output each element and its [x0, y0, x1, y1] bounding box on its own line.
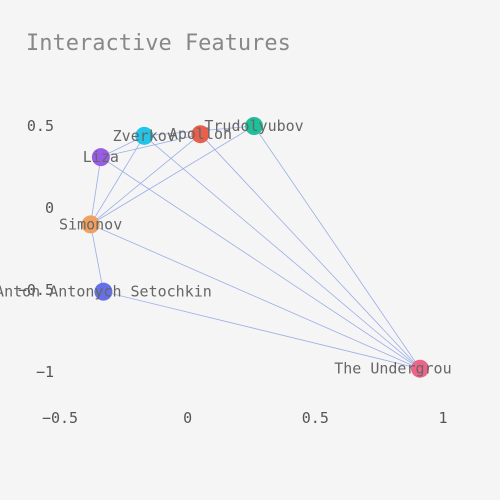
node-apollon[interactable] — [191, 125, 210, 144]
x-tick-label: 1 — [438, 409, 447, 427]
edge-apollon-the-underground-man — [200, 133, 421, 369]
y-tick-label: −1 — [36, 363, 54, 381]
edge-simonov-anton-antonych-setochkin — [90, 224, 104, 292]
x-tick-label: 0.5 — [302, 409, 329, 427]
y-tick-label: −0.5 — [18, 281, 54, 299]
edge-apollon-liza — [100, 133, 201, 158]
node-label-anton-antonych-setochkin: Anton Antonych Setochkin — [0, 283, 212, 301]
edge-liza-the-underground-man — [100, 156, 421, 370]
y-tick-label: 0.5 — [27, 117, 54, 135]
node-label-zverkov: Zverkov — [113, 127, 176, 145]
x-axis-ticks: −0.5 0 0.5 1 — [42, 409, 448, 427]
nodes-layer — [81, 117, 430, 378]
edge-trudolyubov-the-underground-man — [253, 125, 421, 369]
edge-anton-antonych-setochkin-the-underground-man — [103, 291, 421, 370]
edge-apollon-simonov — [90, 133, 201, 225]
node-label-liza: Liza — [83, 148, 119, 166]
edge-simonov-the-underground-man — [90, 224, 421, 370]
node-label-the-underground-man: The Underground Man — [334, 360, 500, 378]
node-label-apollon: Apollon — [169, 125, 232, 143]
edge-liza-simonov — [90, 157, 102, 225]
edges-layer — [90, 125, 421, 370]
edge-zverkov-simonov — [90, 135, 145, 225]
node-label-trudolyubov: Trudolyubov — [204, 117, 303, 135]
x-tick-label: −0.5 — [42, 409, 78, 427]
node-trudolyubov[interactable] — [245, 117, 264, 135]
chart-title: Interactive Features — [26, 31, 291, 56]
y-tick-label: 0 — [45, 199, 54, 217]
node-simonov[interactable] — [81, 215, 100, 234]
node-label-simonov: Simonov — [59, 215, 122, 233]
node-zverkov[interactable] — [135, 126, 154, 145]
node-liza[interactable] — [91, 148, 110, 167]
edge-zverkov-the-underground-man — [144, 135, 421, 370]
edge-trudolyubov-simonov — [90, 125, 255, 225]
node-the-underground-man[interactable] — [411, 359, 430, 378]
y-axis-ticks: −1 −0.5 0 0.5 — [18, 117, 54, 381]
node-anton-antonych-setochkin[interactable] — [94, 282, 113, 301]
x-tick-label: 0 — [183, 409, 192, 427]
